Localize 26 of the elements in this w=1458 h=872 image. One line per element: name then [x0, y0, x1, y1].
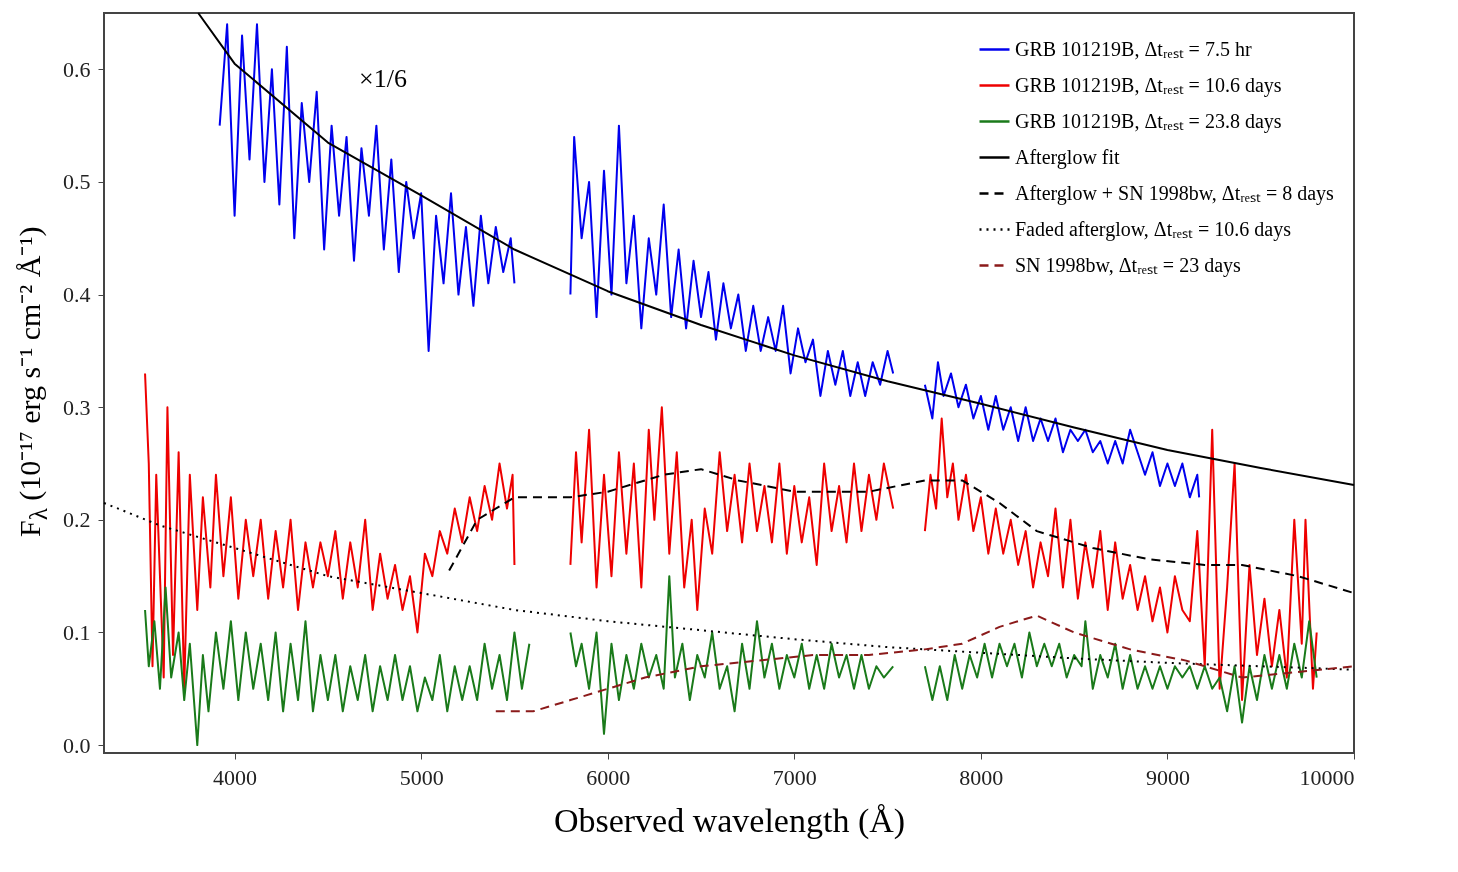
legend-label: SN 1998bw, Δtᵣₑₛₜ = 23 days [1015, 253, 1241, 277]
y-tick-label: 0.4 [63, 282, 91, 308]
legend-label: Afterglow + SN 1998bw, Δtᵣₑₛₜ = 8 days [1015, 181, 1335, 205]
legend-label: GRB 101219B, Δtᵣₑₛₜ = 7.5 hr [1015, 37, 1252, 60]
x-axis-title: Observed wavelength (Å) [553, 801, 906, 840]
x-tick-label: 5000 [399, 764, 444, 790]
y-tick-label: 0.6 [63, 56, 91, 82]
legend-label: GRB 101219B, Δtᵣₑₛₜ = 10.6 days [1015, 73, 1282, 97]
line-series [197, 12, 1355, 486]
x-tick-label: 7000 [772, 764, 817, 790]
y-tick-label: 0.1 [63, 619, 91, 645]
legend-label: Afterglow fit [1015, 145, 1121, 169]
x-tick-label: 4000 [213, 764, 258, 790]
legend-label: Faded afterglow, Δtᵣₑₛₜ = 10.6 days [1015, 217, 1292, 241]
line-series [494, 614, 1355, 713]
x-tick-label: 9000 [1145, 764, 1190, 790]
x-tick-label: 6000 [586, 764, 631, 790]
annotation: ×1/6 [359, 64, 407, 93]
y-tick-label: 0.2 [63, 507, 91, 533]
y-tick-label: 0.0 [63, 732, 91, 758]
x-tick-label: 10000 [1299, 764, 1355, 790]
y-tick-label: 0.3 [63, 394, 91, 420]
y-tick-label: 0.5 [63, 169, 91, 195]
legend-label: GRB 101219B, Δtᵣₑₛₜ = 23.8 days [1015, 109, 1282, 133]
x-tick-label: 8000 [959, 764, 1004, 790]
line-series [448, 468, 1355, 595]
